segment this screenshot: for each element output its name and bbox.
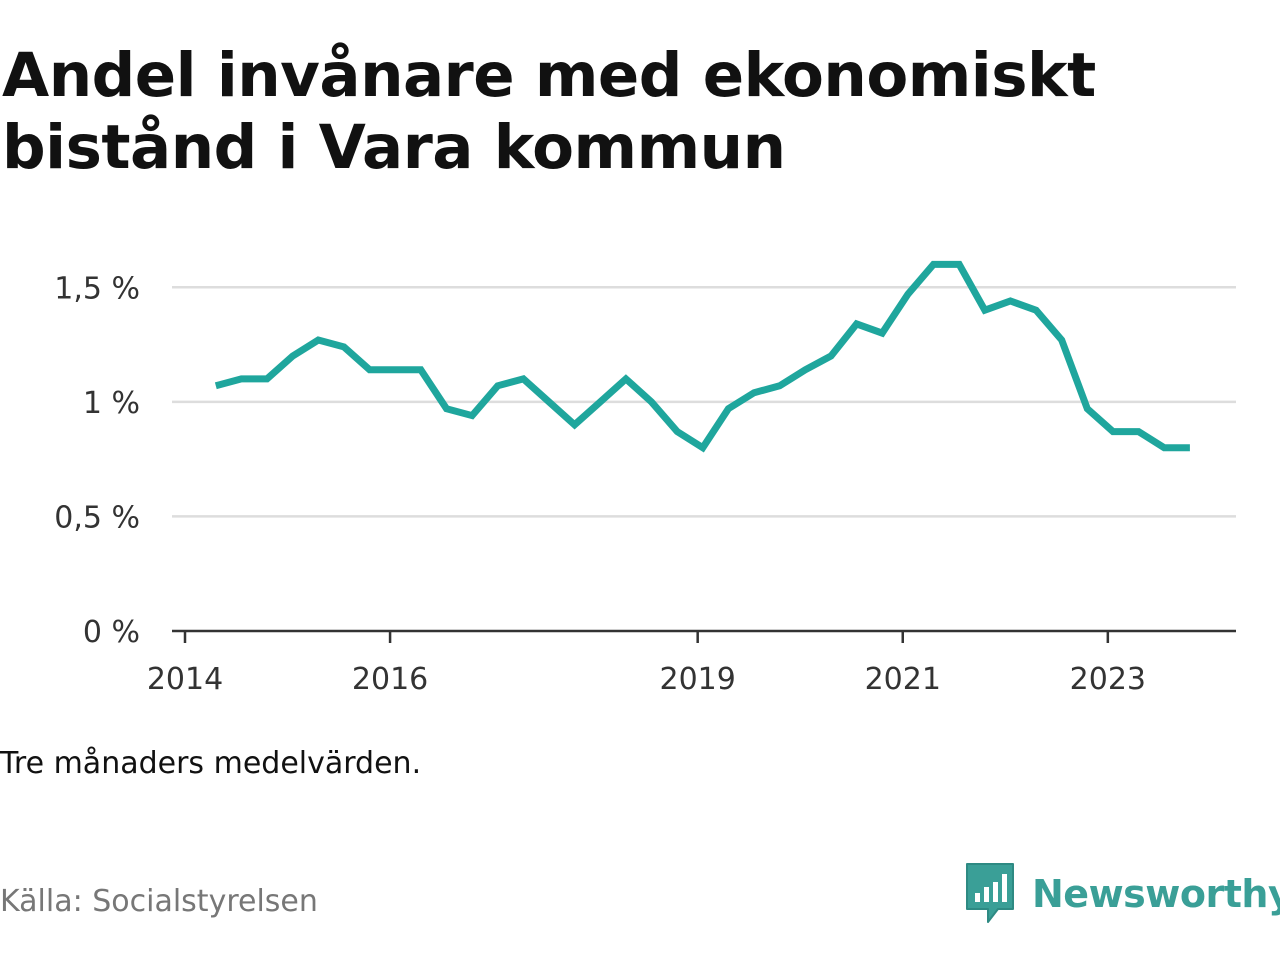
y-tick-label: 0 %	[83, 615, 140, 650]
source-credit: Källa: Socialstyrelsen	[0, 884, 318, 919]
y-tick-label: 1,5 %	[54, 271, 140, 306]
x-tick-label: 2021	[865, 662, 941, 697]
x-tick-label: 2016	[352, 662, 428, 697]
line-chart: 2014 2016 2019 2021 2023 0 % 0,5 % 1 % 1,5 %	[54, 260, 1236, 697]
y-tick-label: 0,5 %	[54, 500, 140, 535]
series-layer	[214, 260, 1190, 453]
series-line	[214, 260, 1190, 453]
x-axis: 2014 2016 2019 2021 2023	[147, 629, 1236, 697]
newsworthy-logo: Newsworthy	[964, 862, 1280, 926]
gridlines	[172, 286, 1236, 518]
chart-note: Tre månaders medelvärden.	[0, 746, 422, 781]
newsworthy-bar-chart-icon	[966, 863, 1014, 923]
y-tick-label: 1 %	[83, 386, 140, 421]
y-axis-labels: 0 % 0,5 % 1 % 1,5 %	[54, 271, 140, 650]
x-tick-label: 2023	[1070, 662, 1146, 697]
brand-name: Newsworthy	[1032, 872, 1280, 916]
chart-title: Andel invånare med ekonomiskt bistånd i …	[2, 40, 1096, 183]
x-tick-label: 2014	[147, 662, 223, 697]
x-tick-label: 2019	[660, 662, 736, 697]
